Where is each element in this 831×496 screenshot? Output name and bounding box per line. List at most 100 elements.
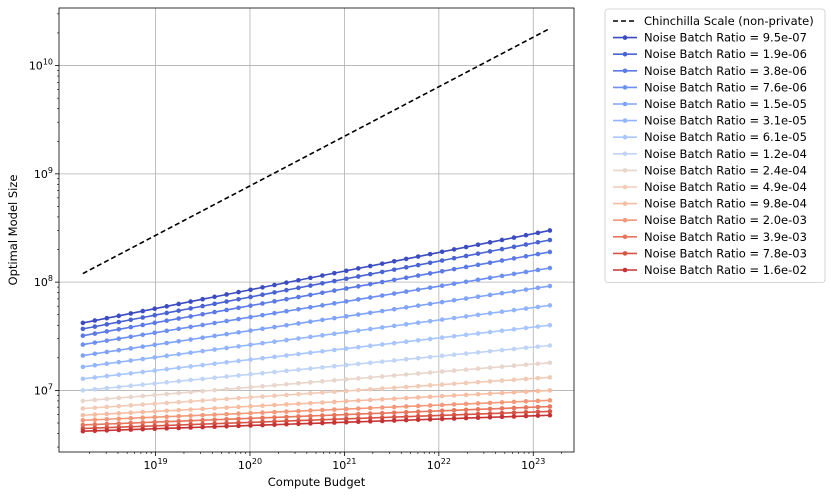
series-point — [415, 338, 421, 343]
legend-marker — [622, 267, 628, 273]
series-point — [547, 404, 553, 409]
series-point — [260, 410, 265, 415]
series-point — [236, 344, 241, 349]
series-point — [511, 271, 517, 277]
series-point — [367, 281, 373, 287]
series-point — [463, 332, 469, 338]
series-point — [535, 409, 541, 415]
series-point — [344, 299, 349, 304]
series-point — [451, 247, 457, 252]
series-point — [332, 270, 337, 276]
legend-entry: Noise Batch Ratio = 4.9e-04 — [613, 180, 807, 194]
series-point — [176, 326, 181, 332]
series-point — [248, 423, 253, 428]
series-point — [152, 409, 158, 414]
series-point — [152, 355, 158, 360]
series-point — [427, 394, 433, 400]
series-point — [511, 363, 517, 369]
series-point — [308, 421, 313, 426]
series-point — [439, 402, 445, 408]
series-point — [140, 415, 146, 421]
series-point — [451, 255, 457, 261]
legend-entry: Noise Batch Ratio = 7.8e-03 — [613, 246, 807, 260]
series-point — [355, 284, 361, 289]
series-point — [272, 419, 277, 424]
series-point — [391, 404, 397, 410]
series-point — [487, 365, 493, 370]
series-point — [427, 285, 433, 290]
series-point — [80, 376, 86, 382]
series-point — [308, 380, 313, 385]
series-point — [487, 391, 493, 396]
series-point — [200, 335, 205, 341]
series-point — [523, 232, 529, 238]
series-point — [332, 412, 337, 418]
series-point — [332, 417, 337, 422]
series-point — [236, 330, 241, 335]
series-point — [403, 395, 409, 401]
series-point — [332, 301, 337, 306]
series-point — [200, 362, 205, 368]
series-point — [188, 407, 193, 412]
series-point — [296, 285, 301, 291]
series-point — [403, 289, 409, 294]
series-point — [284, 392, 289, 398]
series-point — [224, 345, 229, 351]
series-point — [463, 351, 469, 356]
series-point — [188, 299, 193, 304]
series — [80, 398, 553, 423]
series-point — [320, 420, 325, 426]
series-point — [391, 277, 397, 283]
series-point — [523, 269, 529, 275]
series-point — [427, 413, 433, 419]
series-point — [355, 328, 361, 333]
legend-entry: Noise Batch Ratio = 1.5e-05 — [613, 97, 807, 111]
series-point — [308, 350, 313, 356]
series-point — [355, 411, 361, 417]
series-point — [164, 304, 169, 309]
legend-entry: Noise Batch Ratio = 1.9e-06 — [613, 47, 807, 61]
series-point — [547, 343, 553, 348]
series-point — [284, 418, 289, 424]
series-point — [344, 406, 349, 412]
series-point — [391, 418, 397, 423]
series-point — [367, 271, 373, 277]
series-point — [272, 290, 277, 295]
series-point — [176, 425, 181, 431]
series-point — [224, 307, 229, 313]
series-point — [320, 281, 325, 286]
legend-marker — [622, 151, 628, 157]
legend-entry: Noise Batch Ratio = 1.6e-02 — [613, 263, 807, 277]
series-point — [224, 299, 229, 304]
series-point — [176, 418, 181, 424]
series-line — [82, 405, 550, 426]
series-point — [248, 342, 253, 348]
series-point — [415, 403, 421, 409]
series-point — [224, 405, 229, 410]
series-point — [332, 399, 337, 405]
series-point — [116, 319, 122, 325]
series-point — [188, 306, 193, 311]
series-point — [511, 390, 517, 395]
series-point — [379, 410, 385, 416]
series-point — [547, 412, 553, 418]
series-point — [200, 348, 205, 354]
series-point — [523, 389, 529, 395]
series-point — [320, 379, 325, 384]
series-point — [320, 273, 325, 278]
series-point — [475, 401, 481, 406]
series-point — [367, 375, 373, 380]
series-point — [547, 249, 553, 255]
series-point — [451, 393, 457, 398]
series-point — [188, 350, 193, 355]
series-point — [92, 331, 98, 336]
series-point — [344, 398, 349, 404]
series-point — [260, 355, 265, 361]
legend-entry: Noise Batch Ratio = 2.4e-04 — [613, 163, 807, 177]
series-point — [176, 316, 181, 321]
series-point — [535, 251, 541, 257]
legend-marker — [622, 118, 628, 123]
series-point — [188, 418, 193, 423]
series-point — [104, 361, 110, 367]
series — [80, 409, 553, 431]
